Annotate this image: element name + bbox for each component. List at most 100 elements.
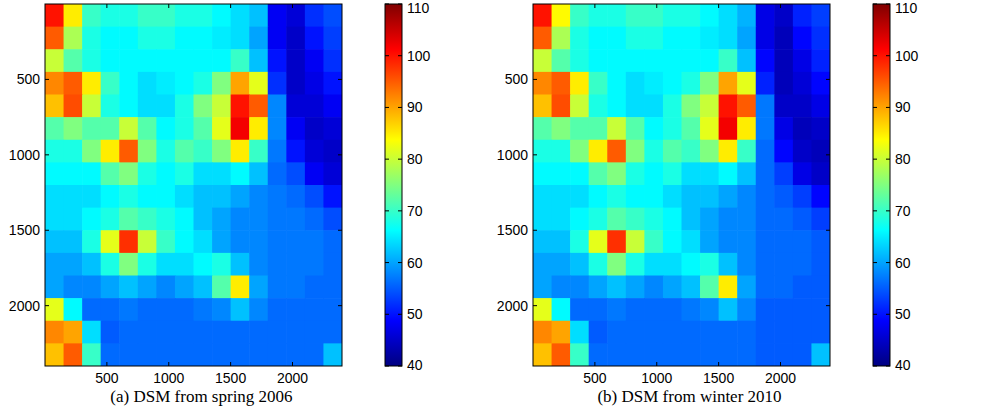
cell [756,321,775,344]
cell [700,72,719,95]
cell [194,117,213,140]
y-tick [533,154,537,155]
cell [589,343,608,366]
cell [323,230,342,253]
cell [774,27,793,50]
cell [101,49,120,72]
cell [119,185,138,208]
cell [64,321,83,344]
colorbar-tick [385,4,389,5]
cell [64,253,83,276]
cell [811,253,830,276]
cell [45,27,64,50]
cell [156,208,175,231]
cell [533,208,552,231]
cell [119,140,138,163]
cell [774,117,793,140]
cell [756,185,775,208]
cell [64,140,83,163]
cell [249,72,268,95]
cell [719,298,738,321]
cell [249,117,268,140]
cell [700,162,719,185]
cell [194,140,213,163]
plot-frame [533,4,830,366]
cell [138,253,157,276]
cell [286,4,305,27]
cell [570,276,589,299]
cell [719,208,738,231]
cell [552,253,571,276]
cell [231,117,250,140]
cell [45,95,64,118]
cell [82,185,101,208]
cell [774,253,793,276]
cell [305,230,324,253]
y-tick [338,79,342,80]
cell [644,343,663,366]
cell [682,49,701,72]
cell [589,185,608,208]
cell [45,4,64,27]
x-tick-label: 1500 [215,370,246,386]
cell [194,27,213,50]
x-tick [168,362,169,366]
cell [64,230,83,253]
cell [323,140,342,163]
cell [700,321,719,344]
cell [231,49,250,72]
cell [175,298,194,321]
cell [663,276,682,299]
cell [570,4,589,27]
colorbar-tick [873,314,877,315]
colorbar-tick [385,107,389,108]
cell [570,185,589,208]
cell [101,4,120,27]
cell [793,162,812,185]
cell [268,49,287,72]
cells [533,4,830,366]
cell [626,298,645,321]
cell [570,298,589,321]
cell [811,117,830,140]
cell [570,208,589,231]
colorbar-tick-label: 90 [895,99,911,115]
cell [719,49,738,72]
cell [138,49,157,72]
cell [231,208,250,231]
cell [811,140,830,163]
cell [811,298,830,321]
cell [774,276,793,299]
cell [156,185,175,208]
cell [82,321,101,344]
cell [533,253,552,276]
y-tick [338,305,342,306]
y-tick [826,230,830,231]
x-tick-label: 1000 [153,370,184,386]
cell [138,230,157,253]
cell [156,49,175,72]
x-tick [718,4,719,8]
cell [552,321,571,344]
cell [663,343,682,366]
cell [644,117,663,140]
colorbar-tick [886,210,890,211]
cell [682,140,701,163]
cell [682,185,701,208]
cell [175,321,194,344]
cell [212,4,231,27]
cell [607,185,626,208]
cell [589,253,608,276]
cell [644,208,663,231]
cell [101,253,120,276]
cell [793,276,812,299]
cell [682,4,701,27]
colorbar-tick [385,55,389,56]
cell [552,117,571,140]
cell [793,117,812,140]
x-tick [106,362,107,366]
cell [570,72,589,95]
cell [737,230,756,253]
cell [700,140,719,163]
cell [286,27,305,50]
